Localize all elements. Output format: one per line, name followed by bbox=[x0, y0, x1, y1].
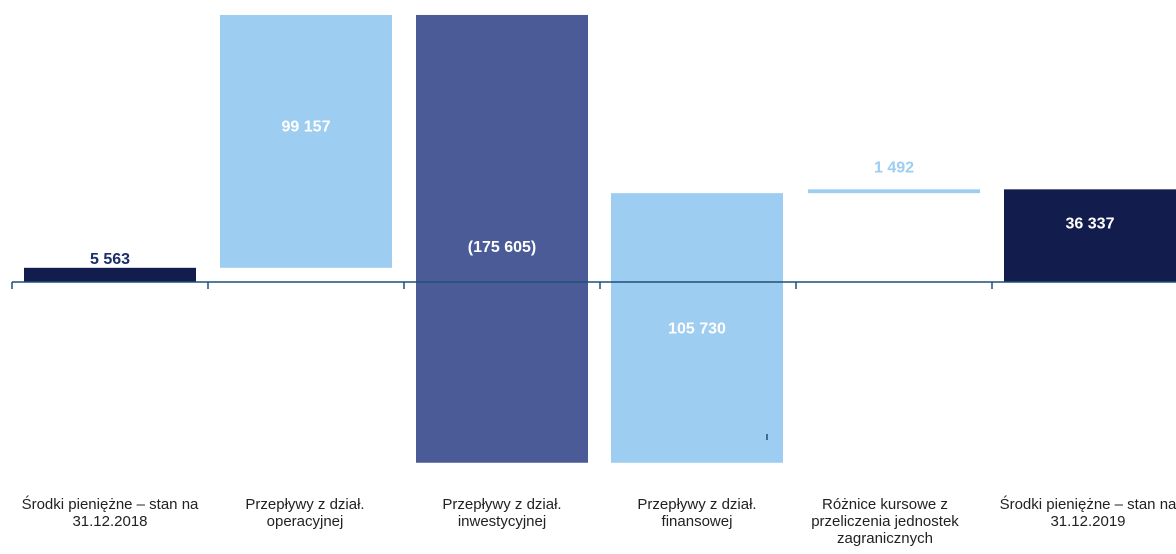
category-label-cash-2019: Środki pieniężne – stan na 31.12.2019 bbox=[999, 496, 1176, 530]
bar-cash-2019 bbox=[1004, 189, 1176, 282]
category-label-financing: Przepływy z dział. finansowej bbox=[637, 496, 757, 530]
bar-operating bbox=[220, 14, 392, 268]
category-label-investing: Przepływy z dział. inwestycyjnej bbox=[442, 496, 562, 530]
bar-financing bbox=[611, 193, 783, 463]
category-label-cash-2018: Środki pieniężne – stan na 31.12.2018 bbox=[21, 496, 199, 530]
bar-cash-2018 bbox=[24, 267, 196, 282]
data-label-investing: (175 605) bbox=[468, 239, 537, 256]
bar-fx-differences bbox=[808, 189, 980, 194]
category-label-operating: Przepływy z dział. operacyjnej bbox=[245, 496, 365, 530]
bar-investing bbox=[416, 14, 588, 463]
data-label-financing: 105 730 bbox=[668, 320, 726, 337]
data-label-cash-2018: 5 563 bbox=[90, 251, 130, 268]
category-label-fx-differences: Różnice kursowe z przeliczenia jednostek… bbox=[811, 496, 959, 547]
data-label-operating: 99 157 bbox=[282, 118, 331, 135]
data-label-fx-differences: 1 492 bbox=[874, 159, 914, 176]
data-label-cash-2019: 36 337 bbox=[1066, 215, 1115, 232]
